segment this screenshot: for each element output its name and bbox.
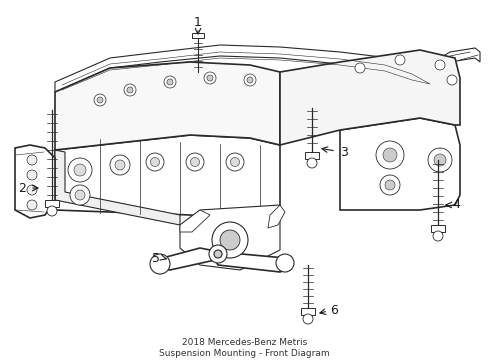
Circle shape [246, 77, 252, 83]
Bar [45, 200, 59, 207]
Circle shape [375, 141, 403, 169]
Polygon shape [55, 135, 280, 218]
Circle shape [124, 84, 136, 96]
Circle shape [434, 60, 444, 70]
Circle shape [115, 160, 125, 170]
Bar [301, 308, 314, 315]
Polygon shape [155, 248, 220, 270]
Circle shape [379, 175, 399, 195]
Circle shape [68, 158, 92, 182]
Circle shape [27, 185, 37, 195]
Circle shape [212, 222, 247, 258]
Text: 3: 3 [339, 145, 347, 158]
Text: 2018 Mercedes-Benz Metris
Suspension Mounting - Front Diagram: 2018 Mercedes-Benz Metris Suspension Mou… [159, 338, 329, 358]
Bar [192, 33, 203, 38]
Circle shape [27, 170, 37, 180]
Circle shape [150, 158, 159, 166]
Circle shape [394, 55, 404, 65]
Polygon shape [55, 150, 180, 225]
Circle shape [70, 185, 90, 205]
Polygon shape [419, 48, 479, 82]
Circle shape [47, 206, 57, 216]
Circle shape [225, 153, 244, 171]
Circle shape [433, 154, 445, 166]
Circle shape [275, 254, 293, 272]
Text: 1: 1 [194, 15, 202, 28]
Circle shape [203, 72, 216, 84]
Polygon shape [280, 50, 459, 145]
Polygon shape [15, 145, 55, 218]
Polygon shape [215, 252, 289, 272]
Polygon shape [55, 45, 439, 92]
Circle shape [208, 245, 226, 263]
Polygon shape [180, 210, 209, 232]
Circle shape [146, 153, 163, 171]
Circle shape [167, 79, 173, 85]
Circle shape [27, 200, 37, 210]
Text: 5: 5 [152, 252, 160, 265]
Circle shape [27, 155, 37, 165]
Circle shape [110, 155, 130, 175]
Circle shape [127, 87, 133, 93]
Circle shape [281, 259, 288, 267]
Circle shape [382, 148, 396, 162]
Bar [430, 225, 444, 232]
Circle shape [155, 259, 164, 269]
Polygon shape [267, 205, 285, 228]
Circle shape [427, 148, 451, 172]
Circle shape [163, 76, 176, 88]
Circle shape [75, 190, 85, 200]
Circle shape [230, 158, 239, 166]
Bar [305, 152, 318, 159]
Circle shape [190, 158, 199, 166]
Text: 2: 2 [18, 181, 26, 194]
Circle shape [303, 314, 312, 324]
Circle shape [206, 75, 213, 81]
Circle shape [185, 153, 203, 171]
Polygon shape [339, 118, 459, 210]
Circle shape [214, 250, 222, 258]
Circle shape [97, 97, 103, 103]
Circle shape [220, 230, 240, 250]
Circle shape [74, 164, 86, 176]
Circle shape [244, 74, 256, 86]
Polygon shape [180, 205, 280, 270]
Text: 4: 4 [451, 198, 459, 211]
Circle shape [354, 63, 364, 73]
Circle shape [94, 94, 106, 106]
Text: 6: 6 [329, 303, 337, 316]
Circle shape [306, 158, 316, 168]
Circle shape [446, 75, 456, 85]
Circle shape [150, 254, 170, 274]
Circle shape [384, 180, 394, 190]
Circle shape [432, 231, 442, 241]
Polygon shape [55, 62, 280, 150]
